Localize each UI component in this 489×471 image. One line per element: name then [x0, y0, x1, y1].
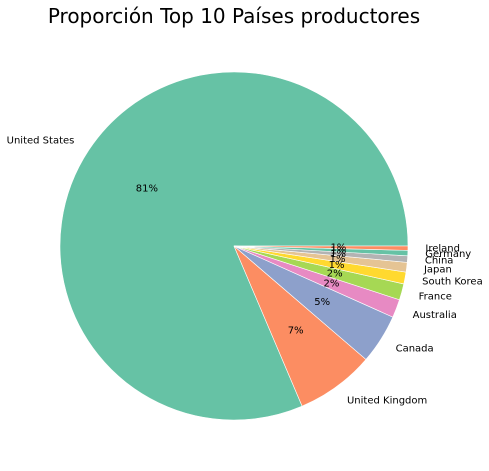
- slice-label-france: France: [419, 292, 452, 303]
- slice-label-canada: Canada: [396, 344, 434, 355]
- slice-label-united-kingdom: United Kingdom: [347, 395, 427, 406]
- pct-label-canada: 5%: [314, 297, 330, 308]
- slice-label-china: China: [425, 255, 454, 266]
- pct-label-united-states: 81%: [136, 183, 158, 194]
- pct-label-germany: 1%: [330, 245, 346, 256]
- pie-slice-ireland: [233, 245, 409, 251]
- slice-label-ireland: Ireland: [425, 243, 460, 254]
- pct-label-japan: 1%: [330, 254, 346, 265]
- chart-title: Proporción Top 10 Países productores: [47, 4, 421, 28]
- pct-label-united-kingdom: 7%: [288, 325, 304, 336]
- pct-label-france: 2%: [327, 269, 343, 280]
- pct-label-australia: 2%: [323, 279, 339, 290]
- slice-label-south-korea: South Korea: [422, 276, 483, 287]
- pct-label-ireland: 1%: [330, 242, 346, 253]
- pct-label-south-korea: 1%: [329, 260, 345, 271]
- slice-label-japan: Japan: [423, 264, 452, 275]
- slice-label-australia: Australia: [413, 310, 457, 321]
- slice-label-united-states: United States: [7, 135, 75, 146]
- pct-label-china: 1%: [330, 249, 346, 260]
- slice-label-germany: Germany: [425, 249, 471, 260]
